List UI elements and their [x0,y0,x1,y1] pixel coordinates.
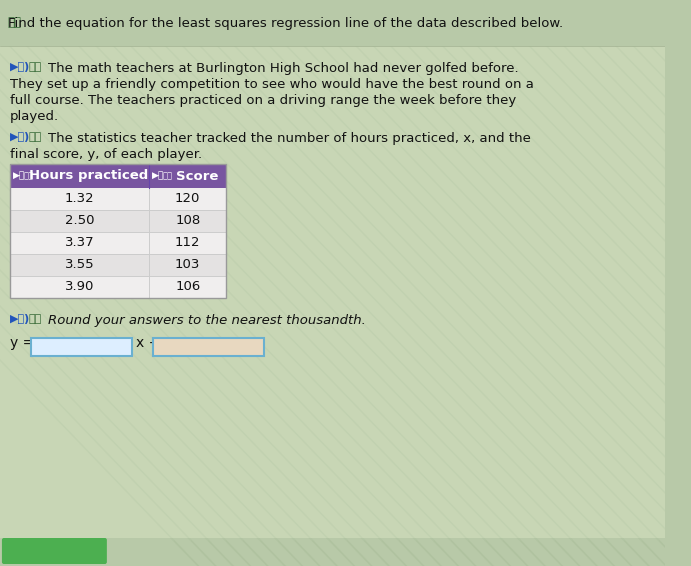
Bar [31,338,132,356]
Text: The statistics teacher tracked the number of hours practiced, x, and the: The statistics teacher tracked the numbe… [48,132,531,145]
Text: 2.50: 2.50 [65,215,94,228]
Text: 1.32: 1.32 [64,192,94,205]
Text: 山上: 山上 [162,171,173,181]
Text: 山上: 山上 [8,16,21,29]
Text: final score, y, of each player.: final score, y, of each player. [10,148,202,161]
Text: 120: 120 [175,192,200,205]
Text: ▶⦿): ▶⦿) [10,132,30,142]
Text: y =: y = [10,336,34,350]
Bar [0,0,665,46]
Bar [10,276,226,298]
Text: 山上: 山上 [29,132,42,142]
Text: 3.37: 3.37 [64,237,94,250]
Text: 3.55: 3.55 [64,259,94,272]
Text: x +: x + [135,336,160,350]
Text: ▶⦿): ▶⦿) [10,314,30,324]
Bar [10,164,226,298]
Text: played.: played. [10,110,59,123]
Text: 103: 103 [175,259,200,272]
Bar [10,188,226,210]
Text: 108: 108 [175,215,200,228]
Bar [10,232,226,254]
Bar [10,254,226,276]
Text: 山上: 山上 [29,314,42,324]
Text: 106: 106 [175,281,200,294]
Text: ▶⦿): ▶⦿) [10,62,30,72]
Text: 山上: 山上 [29,62,42,72]
Text: ▶⦿: ▶⦿ [152,171,164,181]
Text: Score: Score [176,169,218,182]
Text: full course. The teachers practiced on a driving range the week before they: full course. The teachers practiced on a… [10,94,516,107]
Bar [10,164,226,188]
Text: 3.90: 3.90 [65,281,94,294]
Text: Hours practiced: Hours practiced [30,169,149,182]
Text: Round your answers to the nearest thousandth.: Round your answers to the nearest thousa… [48,314,366,327]
FancyBboxPatch shape [2,538,107,564]
Text: Find the equation for the least squares regression line of the data described be: Find the equation for the least squares … [8,16,563,29]
Text: 山上: 山上 [23,171,33,181]
Text: The math teachers at Burlington High School had never golfed before.: The math teachers at Burlington High Sch… [48,62,519,75]
Text: ▶⦿: ▶⦿ [12,171,25,181]
Text: They set up a friendly competition to see who would have the best round on a: They set up a friendly competition to se… [10,78,533,91]
Bar [153,338,264,356]
Text: 112: 112 [175,237,200,250]
Bar [10,210,226,232]
